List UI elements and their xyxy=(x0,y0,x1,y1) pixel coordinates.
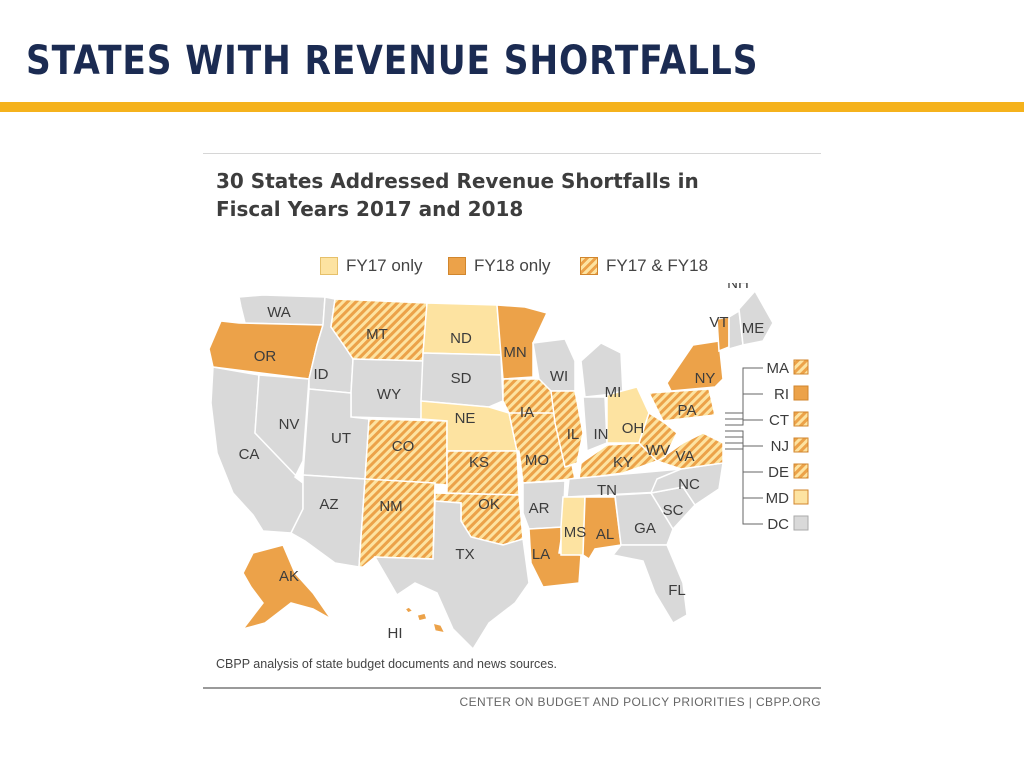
state-label-mi: MI xyxy=(605,384,622,401)
state-label-me: ME xyxy=(742,320,765,337)
small-state-swatch-md xyxy=(794,490,808,504)
state-label-in: IN xyxy=(594,426,609,443)
small-state-label-md: MD xyxy=(766,490,789,507)
state-label-al: AL xyxy=(596,526,614,543)
state-label-ne: NE xyxy=(455,410,476,427)
state-label-ok: OK xyxy=(478,496,500,513)
legend-swatch-both xyxy=(580,257,598,275)
legend-swatch-fy17 xyxy=(320,257,338,275)
state-label-oh: OH xyxy=(622,420,645,437)
small-state-swatch-ri xyxy=(794,386,808,400)
small-state-swatch-de xyxy=(794,464,808,478)
small-state-label-ct: CT xyxy=(769,412,789,429)
state-label-mn: MN xyxy=(503,344,526,361)
state-label-ca: CA xyxy=(239,446,260,463)
state-label-or: OR xyxy=(254,348,277,365)
state-nd xyxy=(423,303,501,355)
state-label-id: ID xyxy=(314,366,329,383)
small-state-swatch-nj xyxy=(794,438,808,452)
figure-bottom-divider xyxy=(203,687,821,689)
state-label-nm: NM xyxy=(379,498,402,515)
legend-label-fy17: FY17 only xyxy=(346,256,423,276)
figure-top-divider xyxy=(203,153,821,154)
state-label-mo: MO xyxy=(525,452,549,469)
slide-title: STATES WITH REVENUE SHORTFALLS xyxy=(26,38,758,84)
title-accent-rule xyxy=(0,102,1024,112)
state-label-ia: IA xyxy=(520,404,534,421)
small-state-swatch-ma xyxy=(794,360,808,374)
leader-line-dc xyxy=(725,449,763,524)
state-label-nh: NH xyxy=(727,283,749,292)
small-state-swatch-dc xyxy=(794,516,808,530)
state-label-hi: HI xyxy=(388,625,403,642)
legend-swatch-fy18 xyxy=(448,257,466,275)
state-label-wa: WA xyxy=(267,304,291,321)
small-state-swatch-ct xyxy=(794,412,808,426)
state-label-fl: FL xyxy=(668,582,686,599)
state-label-wv: WV xyxy=(646,442,670,459)
small-state-label-dc: DC xyxy=(767,516,789,533)
small-state-label-nj: NJ xyxy=(771,438,789,455)
small-state-label-de: DE xyxy=(768,464,789,481)
credit-line: CENTER ON BUDGET AND POLICY PRIORITIES |… xyxy=(460,695,821,709)
legend-label-both: FY17 & FY18 xyxy=(606,256,708,276)
state-label-ms: MS xyxy=(564,524,587,541)
state-label-sd: SD xyxy=(451,370,472,387)
state-label-sc: SC xyxy=(663,502,684,519)
state-label-nd: ND xyxy=(450,330,472,347)
state-label-az: AZ xyxy=(319,496,338,513)
leader-line-md xyxy=(725,443,763,498)
leader-line-ma xyxy=(725,368,763,413)
state-label-wy: WY xyxy=(377,386,401,403)
state-label-mt: MT xyxy=(366,326,388,343)
leader-line-ct xyxy=(725,420,763,425)
leader-line-de xyxy=(725,437,763,472)
state-ak xyxy=(243,545,331,629)
state-label-tx: TX xyxy=(455,546,474,563)
figure-title-line-2: Fiscal Years 2017 and 2018 xyxy=(216,195,776,223)
legend-item-fy18: FY18 only xyxy=(448,255,551,277)
state-label-co: CO xyxy=(392,438,415,455)
state-label-ga: GA xyxy=(634,520,656,537)
state-label-il: IL xyxy=(567,426,580,443)
small-state-label-ma: MA xyxy=(767,360,790,377)
small-state-label-ri: RI xyxy=(774,386,789,403)
state-label-tn: TN xyxy=(597,482,617,499)
state-label-vt: VT xyxy=(709,314,728,331)
leader-line-nj xyxy=(725,431,763,446)
state-label-va: VA xyxy=(676,448,695,465)
state-label-ak: AK xyxy=(279,568,299,585)
state-label-ny: NY xyxy=(695,370,716,387)
state-label-ky: KY xyxy=(613,454,633,471)
state-label-pa: PA xyxy=(678,402,697,419)
leader-line-ri xyxy=(725,394,763,419)
legend-item-both: FY17 & FY18 xyxy=(580,255,708,277)
state-label-ks: KS xyxy=(469,454,489,471)
us-states-map: WA OR CA NV ID MT WY UT AZ CO NM ND SD NE KS OK TX MN IA MO… xyxy=(203,283,821,653)
legend-item-fy17: FY17 only xyxy=(320,255,423,277)
state-label-la: LA xyxy=(532,546,550,563)
figure-title-line-1: 30 States Addressed Revenue Shortfalls i… xyxy=(216,167,776,195)
state-hi xyxy=(405,607,445,633)
state-nm xyxy=(359,479,435,567)
source-note: CBPP analysis of state budget documents … xyxy=(216,657,557,671)
map-figure: 30 States Addressed Revenue Shortfalls i… xyxy=(203,153,821,713)
state-label-ar: AR xyxy=(529,500,550,517)
state-label-nv: NV xyxy=(279,416,300,433)
figure-title: 30 States Addressed Revenue Shortfalls i… xyxy=(216,167,776,223)
legend-label-fy18: FY18 only xyxy=(474,256,551,276)
state-label-wi: WI xyxy=(550,368,568,385)
state-label-ut: UT xyxy=(331,430,351,447)
state-label-nc: NC xyxy=(678,476,700,493)
